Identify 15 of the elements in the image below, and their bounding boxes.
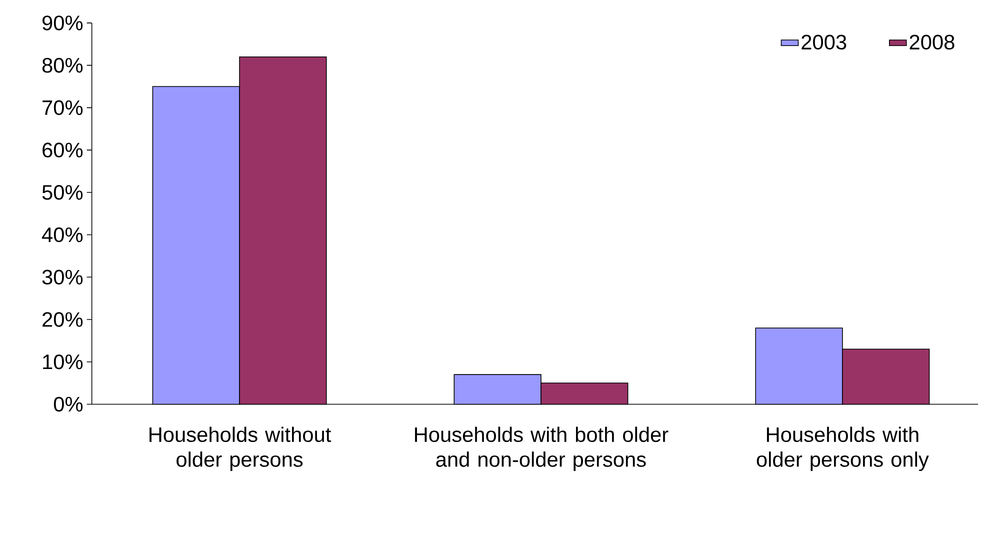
x-tick-label: Households with older persons only	[756, 426, 929, 472]
y-tick-label: 80%	[42, 58, 83, 73]
legend-label: 2003	[802, 34, 846, 50]
legend-label: 2008	[910, 34, 954, 50]
y-tick-label: 70%	[42, 100, 83, 116]
y-tick-label: 0%	[54, 396, 83, 412]
y-tick-label: 60%	[42, 142, 83, 158]
y-tick-label: 30%	[42, 270, 83, 285]
x-tick-label: Households without older persons	[150, 426, 332, 472]
x-tick-label: Households with both older and non-older persons	[415, 426, 668, 472]
y-tick-label: 50%	[42, 185, 83, 200]
y-tick-label: 90%	[42, 16, 83, 30]
y-tick-label: 40%	[42, 227, 83, 242]
y-tick-label: 20%	[42, 312, 83, 327]
y-tick-label: 10%	[43, 354, 83, 370]
